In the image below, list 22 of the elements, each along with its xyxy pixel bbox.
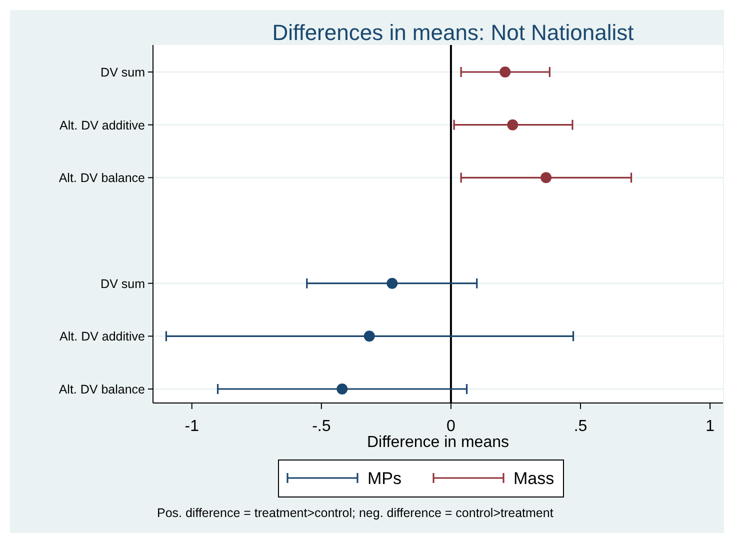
y-tick-label: DV sum [100,66,145,80]
chart-title: Differences in means: Not Nationalist [272,20,634,45]
x-axis-title: Difference in means [367,434,509,451]
point [540,172,552,184]
x-tick-label: 1 [706,418,715,435]
point [386,278,398,289]
y-tick-label: Alt. DV balance [58,382,146,396]
point [507,119,518,130]
x-tick-label: -1 [184,418,200,435]
text: Pos. difference = treatment>control; neg. difference = control>treatment [157,506,554,520]
point [364,330,375,342]
point [500,66,511,78]
x-tick-label: 0 [446,418,456,435]
legend-label: MPs [368,469,402,488]
x-tick-label: -.5 [312,418,331,435]
y-tick-label: Alt. DV additive [60,118,146,132]
x-tick-label: .5 [574,418,588,435]
point [336,384,348,394]
y-tick-label: DV sum [100,276,145,291]
y-tick-label: Alt. DV additive [60,330,146,344]
legend-label: Mass [514,469,554,488]
y-tick-label: Alt. DV balance [58,171,146,186]
